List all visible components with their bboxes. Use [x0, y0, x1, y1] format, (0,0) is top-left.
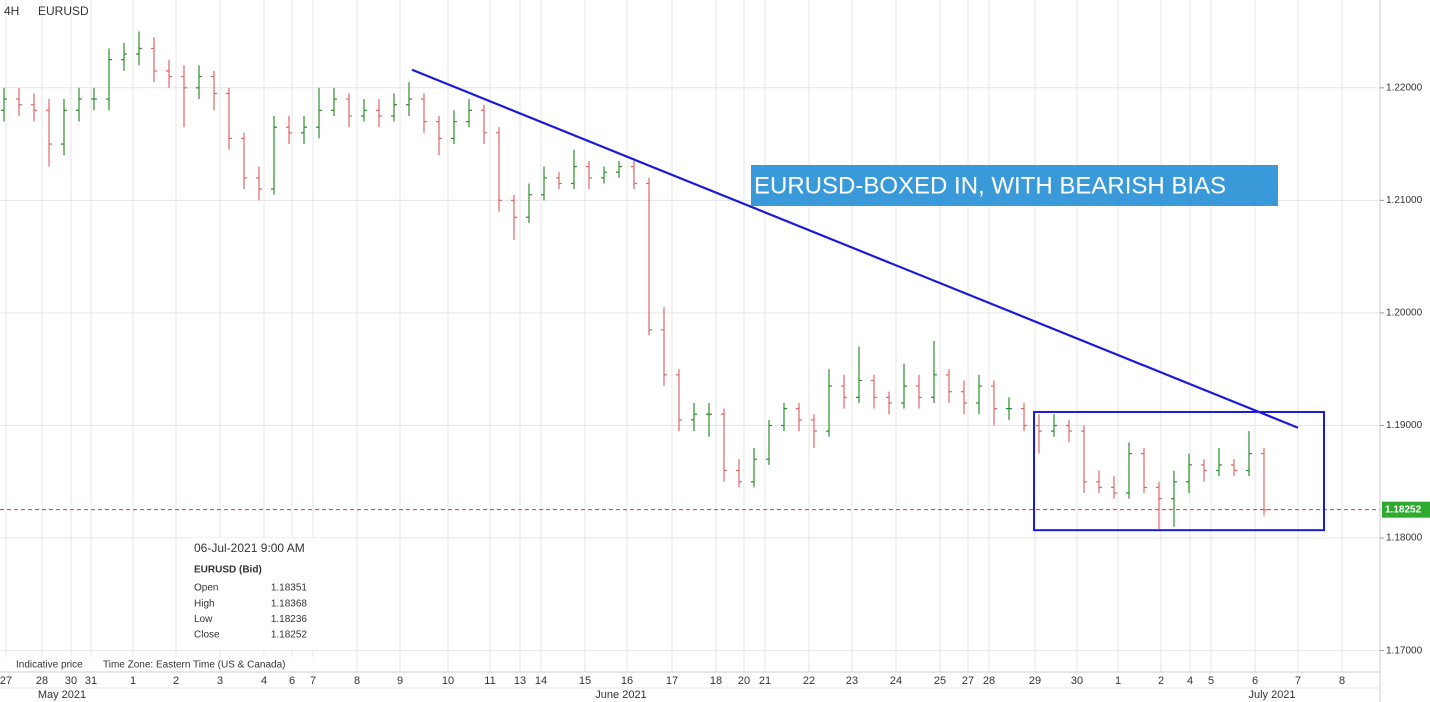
- annotation: EURUSD-BOXED IN, WITH BEARISH BIAS: [754, 172, 1226, 199]
- timeframe: 4H: [4, 4, 19, 18]
- x-tick-label: 6: [289, 675, 295, 687]
- info-panel: [188, 538, 324, 650]
- y-tick-label: 1.19000: [1386, 420, 1423, 431]
- month-label: July 2021: [1248, 689, 1295, 701]
- info-label: High: [194, 598, 215, 609]
- x-tick-label: 1: [130, 675, 136, 687]
- x-tick-label: 18: [710, 675, 722, 687]
- x-tick-label: 16: [621, 675, 633, 687]
- x-tick-label: 27: [962, 675, 974, 687]
- x-tick-label: 7: [310, 675, 316, 687]
- info-value: 1.18236: [271, 614, 308, 625]
- footer-bg: [0, 657, 320, 671]
- info-timestamp: 06-Jul-2021 9:00 AM: [194, 541, 305, 555]
- x-tick-label: 13: [514, 675, 526, 687]
- month-label: May 2021: [38, 689, 86, 701]
- x-tick-label: 30: [1071, 675, 1083, 687]
- grid-layer: [0, 0, 1380, 672]
- x-tick-label: 10: [442, 675, 454, 687]
- x-tick-label: 23: [846, 675, 858, 687]
- x-tick-label: 11: [484, 675, 495, 687]
- x-tick-label: 8: [1339, 675, 1345, 687]
- x-tick-label: 21: [759, 675, 771, 687]
- x-tick-label: 29: [1029, 675, 1041, 687]
- x-tick-label: 6: [1252, 675, 1258, 687]
- last-price-label: 1.18252: [1385, 504, 1422, 515]
- x-tick-label: 4: [1187, 675, 1193, 687]
- x-tick-label: 30: [65, 675, 77, 687]
- footer-timezone: Time Zone: Eastern Time (US & Canada): [103, 660, 285, 671]
- x-tick-label: 2: [1158, 675, 1164, 687]
- x-tick-label: 1: [1115, 675, 1121, 687]
- x-tick-label: 28: [983, 675, 995, 687]
- y-tick-label: 1.20000: [1386, 308, 1423, 319]
- info-label: Open: [194, 583, 218, 594]
- x-tick-label: 15: [579, 675, 591, 687]
- info-value: 1.18351: [271, 583, 308, 594]
- info-label: Low: [194, 614, 213, 625]
- x-tick-label: 28: [36, 675, 48, 687]
- y-tick-label: 1.18000: [1386, 533, 1423, 544]
- trendline: [411, 68, 1299, 429]
- info-value: 1.18252: [271, 630, 308, 641]
- x-tick-label: 20: [738, 675, 750, 687]
- x-tick-label: 27: [0, 675, 12, 687]
- x-tick-label: 22: [803, 675, 815, 687]
- info-value: 1.18368: [271, 598, 308, 609]
- x-tick-label: 2: [173, 675, 179, 687]
- y-tick-label: 1.21000: [1386, 195, 1423, 206]
- x-tick-label: 4: [261, 675, 267, 687]
- last-price-tag: [1382, 501, 1430, 518]
- month-label: June 2021: [595, 689, 646, 701]
- x-tick-label: 31: [85, 675, 97, 687]
- x-tick-label: 17: [666, 675, 678, 687]
- x-tick-label: 3: [217, 675, 223, 687]
- range-box: [1033, 410, 1325, 532]
- x-tick-label: 14: [535, 675, 547, 687]
- annotation-box: [751, 165, 1278, 206]
- x-tick-label: 25: [934, 675, 946, 687]
- y-tick-label: 1.22000: [1386, 82, 1423, 93]
- footer-note: Indicative price: [16, 660, 83, 671]
- info-label: Close: [194, 630, 220, 641]
- x-tick-label: 9: [397, 675, 403, 687]
- x-tick-label: 8: [354, 675, 360, 687]
- marks-layer: [0, 31, 1380, 532]
- info-instrument: EURUSD (Bid): [194, 565, 262, 576]
- y-tick-label: 1.17000: [1386, 645, 1423, 656]
- symbol: EURUSD: [38, 4, 89, 18]
- x-tick-label: 24: [890, 675, 902, 687]
- x-tick-label: 5: [1208, 675, 1214, 687]
- x-tick-label: 7: [1295, 675, 1301, 687]
